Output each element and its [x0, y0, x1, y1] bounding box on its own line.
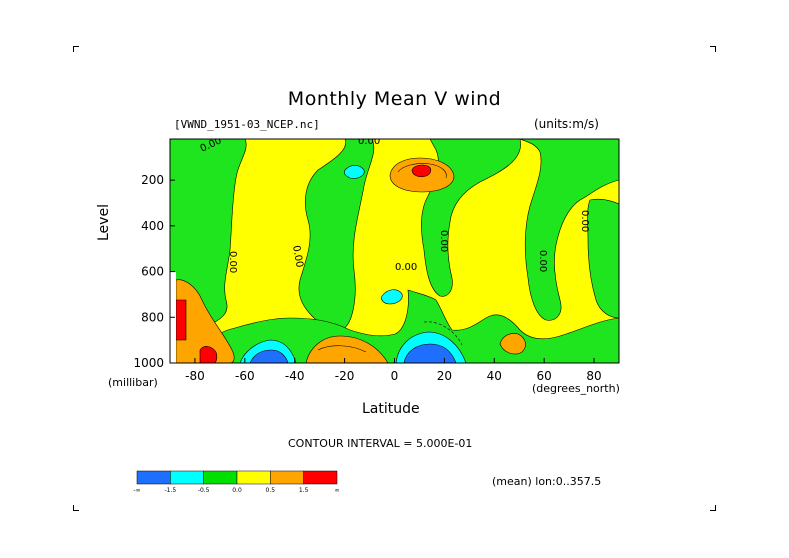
x-axis-label: Latitude [362, 401, 420, 417]
x-tick-label: -80 [185, 369, 205, 383]
field-orange-bottom [305, 335, 389, 363]
x-tick-label: 40 [487, 369, 502, 383]
x-tick-label: -60 [235, 369, 255, 383]
colorbar-swatch [170, 470, 204, 485]
contour-label: 0.00 [358, 136, 380, 147]
field-cyan-mid [381, 289, 403, 305]
y-axis-units: (millibar) [108, 376, 158, 389]
units-label: (units:m/s) [534, 117, 599, 131]
contour-label: 0.00 [579, 210, 590, 232]
field-blue-bottom-left [249, 349, 289, 363]
chart-title: Monthly Mean V wind [287, 88, 502, 110]
x-tick-label: 0 [391, 369, 399, 383]
colorbar-swatch [270, 470, 304, 485]
contour-line-orange-inner [317, 345, 367, 353]
field-orange-right [499, 333, 526, 355]
crop-mark-bottom-right [710, 505, 716, 511]
colorbar-tick-label: 0.5 [266, 487, 276, 494]
y-axis-ticks: 200 400 600 800 1000 [133, 173, 175, 370]
x-tick-label: -40 [285, 369, 305, 383]
contour-line-orange-inner-top [397, 163, 447, 179]
field-green-right [519, 139, 619, 321]
field-green-far-right [587, 198, 619, 319]
contour-label: 0.00 [227, 251, 238, 273]
x-axis-units: (degrees_north) [532, 382, 620, 395]
colorbar-swatch [136, 470, 171, 485]
field-red-top [411, 164, 432, 178]
x-tick-label: 60 [537, 369, 552, 383]
colorbar-tick-label: 1.5 [299, 487, 309, 494]
dataset-name: [VWND_1951-03_NCEP.nc] [174, 118, 320, 131]
field-orange-left [175, 279, 235, 363]
colorbar-swatch [203, 470, 238, 485]
colorbar-tick-label: -0.5 [198, 487, 210, 494]
contour-label: 0.00 [395, 262, 417, 273]
y-tick-label: 600 [141, 265, 164, 279]
contour-field: 0.00 0.00 0.00 0.00 0.00 0.00 0.00 0.00 [170, 136, 619, 363]
y-tick-label: 800 [141, 310, 164, 324]
field-green-band-left [262, 139, 375, 331]
crop-mark-top-left [73, 46, 79, 52]
crop-mark-bottom-left [73, 505, 79, 511]
contour-label: 0.00 [290, 245, 305, 269]
mean-label: (mean) lon:0..357.5 [492, 475, 602, 488]
crop-mark-top-right [710, 46, 716, 52]
field-cyan-upper [344, 165, 365, 179]
colorbar-tick-label: ∞ [335, 487, 340, 494]
x-tick-label: 20 [437, 369, 452, 383]
x-tick-label: -20 [335, 369, 355, 383]
colorbar-tick-label: 0.0 [232, 487, 242, 494]
colorbar-tick-label: -∞ [133, 487, 140, 494]
y-tick-label: 1000 [133, 356, 164, 370]
field-blue-bottom-center [403, 343, 457, 363]
y-tick-label: 400 [141, 219, 164, 233]
contour-interval: CONTOUR INTERVAL = 5.000E-01 [288, 437, 473, 450]
colorbar-tick-label: -1.5 [164, 487, 176, 494]
contour-label: 0.00 [438, 230, 449, 252]
colorbar-swatch [236, 470, 271, 485]
x-axis-ticks: -80 -60 -40 -20 0 20 40 60 80 [185, 358, 602, 383]
y-tick-label: 200 [141, 173, 164, 187]
colorbar-swatch [303, 470, 338, 485]
contour-label: 0.00 [537, 250, 548, 272]
x-tick-label: 80 [586, 369, 601, 383]
